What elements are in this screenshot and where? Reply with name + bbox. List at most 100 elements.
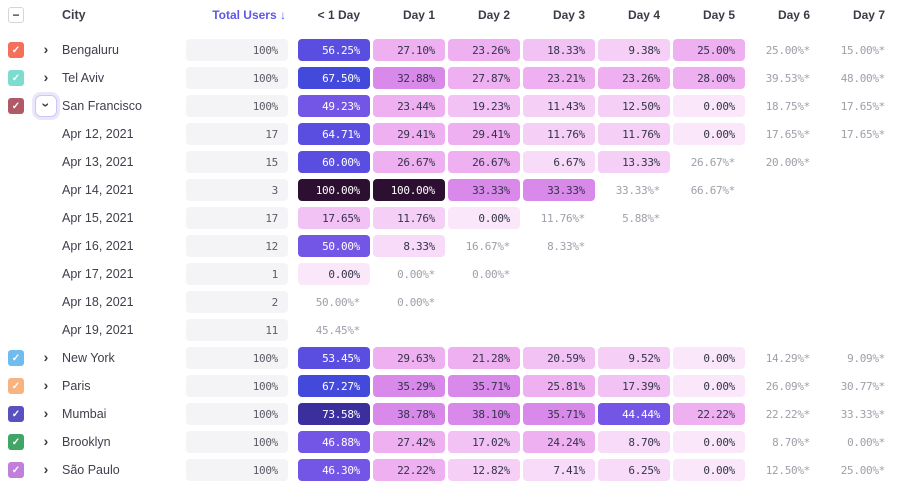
retention-value-pill[interactable]: 26.67% (448, 151, 520, 173)
column-header-day-6[interactable]: Day 6 (777, 8, 810, 22)
retention-value-pill[interactable]: 28.00% (673, 67, 745, 89)
retention-value-pill[interactable]: 8.33% (373, 235, 445, 257)
chevron-down-icon-san-francisco[interactable]: › (35, 95, 57, 117)
total-users-cell[interactable]: 3 (186, 179, 288, 201)
retention-value-pill[interactable]: 33.33% (448, 179, 520, 201)
retention-value-pill[interactable]: 11.76% (523, 123, 595, 145)
total-users-cell[interactable]: 100% (186, 459, 288, 481)
total-users-cell[interactable]: 100% (186, 403, 288, 425)
retention-value-pill[interactable]: 35.29% (373, 375, 445, 397)
total-users-cell[interactable]: 100% (186, 67, 288, 89)
retention-value-pill[interactable]: 64.71% (298, 123, 370, 145)
retention-value-pill[interactable]: 0.00% (673, 431, 745, 453)
total-users-cell[interactable]: 100% (186, 375, 288, 397)
retention-value-pill[interactable]: 0.00% (673, 123, 745, 145)
retention-value-pill[interactable]: 24.24% (523, 431, 595, 453)
retention-value-pill[interactable]: 35.71% (448, 375, 520, 397)
retention-value-pill[interactable]: 23.21% (523, 67, 595, 89)
retention-value-pill[interactable]: 22.22% (673, 403, 745, 425)
retention-value-pill[interactable]: 53.45% (298, 347, 370, 369)
chevron-right-icon-paris[interactable]: › (36, 376, 56, 396)
chevron-right-icon-s-o-paulo[interactable]: › (36, 460, 56, 480)
row-checkbox-brooklyn[interactable]: ✓ (8, 434, 24, 450)
retention-value-pill[interactable]: 19.23% (448, 95, 520, 117)
column-header-day-7[interactable]: Day 7 (852, 8, 885, 22)
column-header-total-users[interactable]: Total Users ↓ (212, 8, 286, 22)
total-users-cell[interactable]: 11 (186, 319, 288, 341)
retention-value-pill[interactable]: 0.00% (673, 347, 745, 369)
retention-value-pill[interactable]: 35.71% (523, 403, 595, 425)
retention-value-pill[interactable]: 11.43% (523, 95, 595, 117)
retention-value-pill[interactable]: 0.00% (673, 459, 745, 481)
retention-value-pill[interactable]: 18.33% (523, 39, 595, 61)
chevron-right-icon-tel-aviv[interactable]: › (36, 68, 56, 88)
retention-value-pill[interactable]: 7.41% (523, 459, 595, 481)
retention-value-pill[interactable]: 0.00% (673, 375, 745, 397)
retention-value-pill[interactable]: 21.28% (448, 347, 520, 369)
retention-value-pill[interactable]: 33.33% (523, 179, 595, 201)
column-header-day-1[interactable]: Day 1 (402, 8, 435, 22)
column-header-day-5[interactable]: Day 5 (702, 8, 735, 22)
chevron-right-icon-brooklyn[interactable]: › (36, 432, 56, 452)
retention-value-pill[interactable]: 12.50% (598, 95, 670, 117)
retention-value-pill[interactable]: 8.70% (598, 431, 670, 453)
row-checkbox-bengaluru[interactable]: ✓ (8, 42, 24, 58)
retention-value-pill[interactable]: 6.25% (598, 459, 670, 481)
retention-value-pill[interactable]: 27.10% (373, 39, 445, 61)
retention-value-pill[interactable]: 49.23% (298, 95, 370, 117)
total-users-cell[interactable]: 100% (186, 95, 288, 117)
retention-value-pill[interactable]: 46.88% (298, 431, 370, 453)
row-checkbox-paris[interactable]: ✓ (8, 378, 24, 394)
select-all-checkbox[interactable]: − (8, 7, 24, 23)
retention-value-pill[interactable]: 38.78% (373, 403, 445, 425)
chevron-right-icon-mumbai[interactable]: › (36, 404, 56, 424)
row-checkbox-mumbai[interactable]: ✓ (8, 406, 24, 422)
retention-value-pill[interactable]: 38.10% (448, 403, 520, 425)
retention-value-pill[interactable]: 11.76% (373, 207, 445, 229)
retention-value-pill[interactable]: 12.82% (448, 459, 520, 481)
retention-value-pill[interactable]: 23.26% (598, 67, 670, 89)
row-checkbox-s-o-paulo[interactable]: ✓ (8, 462, 24, 478)
retention-value-pill[interactable]: 26.67% (373, 151, 445, 173)
retention-value-pill[interactable]: 29.41% (448, 123, 520, 145)
total-users-cell[interactable]: 1 (186, 263, 288, 285)
total-users-cell[interactable]: 2 (186, 291, 288, 313)
retention-value-pill[interactable]: 27.42% (373, 431, 445, 453)
retention-value-pill[interactable]: 27.87% (448, 67, 520, 89)
retention-value-pill[interactable]: 9.52% (598, 347, 670, 369)
retention-value-pill[interactable]: 44.44% (598, 403, 670, 425)
retention-value-pill[interactable]: 11.76% (598, 123, 670, 145)
column-header-day-4[interactable]: Day 4 (627, 8, 660, 22)
chevron-right-icon-bengaluru[interactable]: › (36, 40, 56, 60)
retention-value-pill[interactable]: 22.22% (373, 459, 445, 481)
retention-value-pill[interactable]: 29.63% (373, 347, 445, 369)
row-checkbox-new-york[interactable]: ✓ (8, 350, 24, 366)
retention-value-pill[interactable]: 46.30% (298, 459, 370, 481)
total-users-cell[interactable]: 100% (186, 39, 288, 61)
retention-value-pill[interactable]: 67.27% (298, 375, 370, 397)
total-users-cell[interactable]: 12 (186, 235, 288, 257)
retention-value-pill[interactable]: 17.02% (448, 431, 520, 453)
retention-value-pill[interactable]: 25.81% (523, 375, 595, 397)
retention-value-pill[interactable]: 23.44% (373, 95, 445, 117)
retention-value-pill[interactable]: 6.67% (523, 151, 595, 173)
column-header-day-2[interactable]: Day 2 (477, 8, 510, 22)
retention-value-pill[interactable]: 23.26% (448, 39, 520, 61)
total-users-cell[interactable]: 100% (186, 347, 288, 369)
retention-value-pill[interactable]: 73.58% (298, 403, 370, 425)
retention-value-pill[interactable]: 29.41% (373, 123, 445, 145)
total-users-cell[interactable]: 17 (186, 207, 288, 229)
total-users-cell[interactable]: 17 (186, 123, 288, 145)
row-checkbox-tel-aviv[interactable]: ✓ (8, 70, 24, 86)
total-users-cell[interactable]: 100% (186, 431, 288, 453)
retention-value-pill[interactable]: 60.00% (298, 151, 370, 173)
retention-value-pill[interactable]: 100.00% (298, 179, 370, 201)
retention-value-pill[interactable]: 32.88% (373, 67, 445, 89)
retention-value-pill[interactable]: 0.00% (448, 207, 520, 229)
retention-value-pill[interactable]: 9.38% (598, 39, 670, 61)
retention-value-pill[interactable]: 17.65% (298, 207, 370, 229)
retention-value-pill[interactable]: 56.25% (298, 39, 370, 61)
retention-value-pill[interactable]: 0.00% (673, 95, 745, 117)
total-users-cell[interactable]: 15 (186, 151, 288, 173)
retention-value-pill[interactable]: 20.59% (523, 347, 595, 369)
